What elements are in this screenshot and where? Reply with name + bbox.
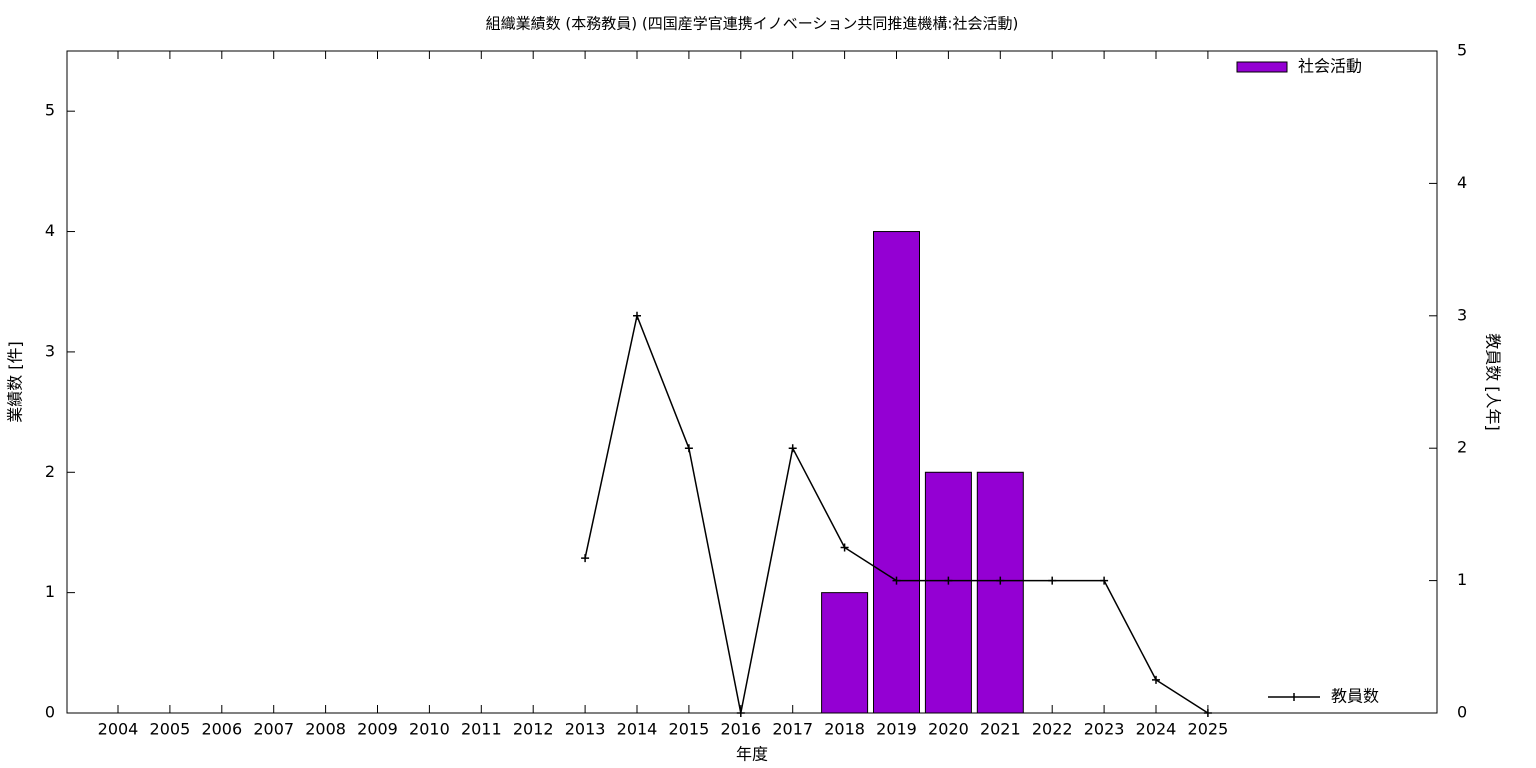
x-tick-label: 2020 [928,720,969,739]
x-tick-label: 2017 [772,720,813,739]
x-axis-label: 年度 [736,745,768,764]
x-tick-label: 2023 [1084,720,1125,739]
plot-frame [66,50,1438,714]
point [581,554,590,563]
point [1203,709,1212,717]
y2-tick-label: 2 [1457,438,1467,457]
x-tick-label: 2015 [669,720,710,739]
bar [873,231,920,714]
point [840,543,849,552]
x-tick-label: 2008 [305,720,346,739]
x-tick-label: 2012 [513,720,554,739]
x-tick-label: 2019 [876,720,917,739]
chart-title: 組織業績数 (本務教員) (四国産学官連携イノベーション共同推進機構:社会活動) [486,15,1019,33]
y2-axis-label: 教員数 [人年] [1484,333,1503,431]
x-tick-label: 2011 [461,720,502,739]
point [788,444,797,453]
y-tick-label: 1 [45,582,55,601]
legend-line [1268,693,1320,701]
y2-tick-label: 1 [1457,570,1467,589]
bar [976,471,1024,714]
bar [821,592,869,714]
y-axis-label: 業績数 [件] [6,341,25,423]
x-tick-label: 2007 [253,720,294,739]
legend-swatch [1236,61,1288,73]
legend-label: 社会活動 [1298,57,1362,76]
x-tick-label: 2010 [409,720,450,739]
point [892,576,901,585]
y-tick-label: 0 [45,703,55,722]
y-tick-label: 3 [45,341,55,360]
x-tick-label: 2009 [357,720,398,739]
y-tick-label: 2 [45,462,55,481]
point [633,311,641,320]
x-tick-label: 2021 [980,720,1021,739]
x-tick-label: 2025 [1188,720,1229,739]
point [1152,675,1160,684]
x-tick-label: 2013 [565,720,606,739]
y-tick-label: 4 [45,221,55,240]
x-tick-label: 2022 [1032,720,1073,739]
y2-tick-label: 4 [1457,173,1467,192]
x-tick-label: 2004 [98,720,139,739]
point [684,444,693,453]
x-tick-label: 2005 [150,720,191,739]
x-tick-label: 2024 [1136,720,1177,739]
y2-tick-label: 5 [1457,41,1467,60]
y2-tick-label: 3 [1457,305,1467,324]
point [996,576,1005,585]
x-tick-label: 2016 [720,720,761,739]
y-tick-label: 5 [45,101,55,120]
point [1100,576,1109,585]
y2-tick-label: 0 [1457,703,1467,722]
point [736,709,745,717]
legend-label: 教員数 [1331,687,1379,706]
x-tick-label: 2018 [824,720,865,739]
x-tick-label: 2006 [201,720,242,739]
bar [924,471,972,714]
point [944,576,953,585]
x-tick-label: 2014 [617,720,658,739]
point [1048,576,1057,585]
